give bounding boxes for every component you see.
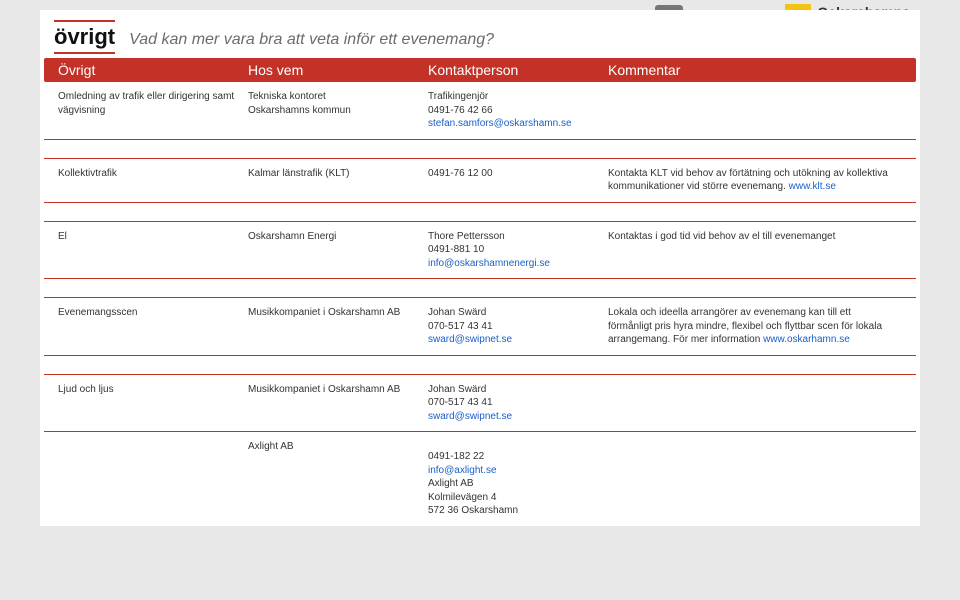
contact-line: 0491-182 22 xyxy=(428,450,598,464)
th-kontaktperson: Kontaktperson xyxy=(428,62,608,78)
contact-line: Thore Pettersson xyxy=(428,230,598,244)
contact-line: 070-517 43 41 xyxy=(428,320,598,334)
th-kommentar: Kommentar xyxy=(608,62,902,78)
section-subtitle: Vad kan mer vara bra att veta inför ett … xyxy=(129,31,494,49)
cell-kontakt: Trafikingenjör 0491-76 42 66 stefan.samf… xyxy=(428,90,608,131)
cell-ovrigt: Evenemangsscen xyxy=(58,306,248,347)
cell-hos-vem: Oskarshamn Energi xyxy=(248,230,428,271)
table-header: Övrigt Hos vem Kontaktperson Kommentar xyxy=(44,58,916,82)
table-row: Kollektivtrafik Kalmar länstrafik (KLT) … xyxy=(44,158,916,203)
section-tag: övrigt xyxy=(54,20,115,54)
web-link[interactable]: www.oskarhamn.se xyxy=(763,334,850,345)
table-row: Axlight AB 0491-182 22 info@axlight.se A… xyxy=(44,432,916,526)
cell-kontakt: 0491-76 12 00 xyxy=(428,167,608,194)
contact-line: Johan Swärd xyxy=(428,383,598,397)
table-row: Ljud och ljus Musikkompaniet i Oskarsham… xyxy=(44,374,916,433)
contact-line: Trafikingenjör xyxy=(428,90,598,104)
cell-hos-vem: Musikkompaniet i Oskarshamn AB xyxy=(248,383,428,424)
cell-kontakt: Thore Pettersson 0491-881 10 info@oskars… xyxy=(428,230,608,271)
cell-kommentar: Kontaktas i god tid vid behov av el till… xyxy=(608,230,902,271)
contact-line: 0491-881 10 xyxy=(428,243,598,257)
cell-hos-vem: Axlight AB xyxy=(248,440,428,518)
cell-kontakt: 0491-182 22 info@axlight.se Axlight AB K… xyxy=(428,440,608,518)
contact-line: 0491-76 12 00 xyxy=(428,167,598,181)
cell-kommentar: Kontakta KLT vid behov av förtätning och… xyxy=(608,167,902,194)
email-link[interactable]: sward@swipnet.se xyxy=(428,411,512,422)
email-link[interactable]: sward@swipnet.se xyxy=(428,334,512,345)
table-row: El Oskarshamn Energi Thore Pettersson 04… xyxy=(44,221,916,280)
cell-kontakt: Johan Swärd 070-517 43 41 sward@swipnet.… xyxy=(428,306,608,347)
th-hos-vem: Hos vem xyxy=(248,62,428,78)
contact-line: 0491-76 42 66 xyxy=(428,104,598,118)
cell-kommentar: Lokala och ideella arrangörer av evenema… xyxy=(608,306,902,347)
cell-hos-vem: Kalmar länstrafik (KLT) xyxy=(248,167,428,194)
cell-ovrigt: Kollektivtrafik xyxy=(58,167,248,194)
cell-ovrigt xyxy=(58,440,248,518)
web-link[interactable]: www.klt.se xyxy=(789,181,836,192)
cell-kommentar xyxy=(608,440,902,518)
cell-kontakt: Johan Swärd 070-517 43 41 sward@swipnet.… xyxy=(428,383,608,424)
th-ovrigt: Övrigt xyxy=(58,62,248,78)
page: övrigt Vad kan mer vara bra att veta inf… xyxy=(40,10,920,526)
table-row: Evenemangsscen Musikkompaniet i Oskarsha… xyxy=(44,297,916,356)
email-link[interactable]: info@oskarshamnenergi.se xyxy=(428,258,550,269)
email-link[interactable]: stefan.samfors@oskarshamn.se xyxy=(428,118,572,129)
cell-hos-vem: Tekniska kontoretOskarshamns kommun xyxy=(248,90,428,131)
cell-ovrigt: Omledning av trafik eller dirigering sam… xyxy=(58,90,248,131)
cell-kommentar xyxy=(608,383,902,424)
contact-line: Axlight AB xyxy=(428,477,598,491)
contact-line: Johan Swärd xyxy=(428,306,598,320)
comment-text: Kontakta KLT vid behov av förtätning och… xyxy=(608,168,888,193)
cell-hos-vem: Musikkompaniet i Oskarshamn AB xyxy=(248,306,428,347)
cell-ovrigt: El xyxy=(58,230,248,271)
table-row: Omledning av trafik eller dirigering sam… xyxy=(44,82,916,140)
contact-line: 070-517 43 41 xyxy=(428,396,598,410)
cell-kommentar xyxy=(608,90,902,131)
title-row: övrigt Vad kan mer vara bra att veta inf… xyxy=(40,10,920,58)
email-link[interactable]: info@axlight.se xyxy=(428,465,497,476)
contact-line: Kolmilevägen 4 xyxy=(428,491,598,505)
contact-line: 572 36 Oskarshamn xyxy=(428,504,598,518)
cell-ovrigt: Ljud och ljus xyxy=(58,383,248,424)
